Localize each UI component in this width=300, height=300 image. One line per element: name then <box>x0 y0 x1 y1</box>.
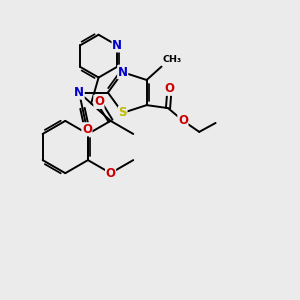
Text: O: O <box>106 167 116 180</box>
Text: O: O <box>94 95 104 108</box>
Text: CH₃: CH₃ <box>162 55 181 64</box>
Text: O: O <box>178 114 188 127</box>
Text: N: N <box>112 39 122 52</box>
Text: O: O <box>82 123 92 136</box>
Text: S: S <box>118 106 127 119</box>
Text: N: N <box>74 86 84 99</box>
Text: O: O <box>164 82 175 95</box>
Text: N: N <box>118 66 128 79</box>
